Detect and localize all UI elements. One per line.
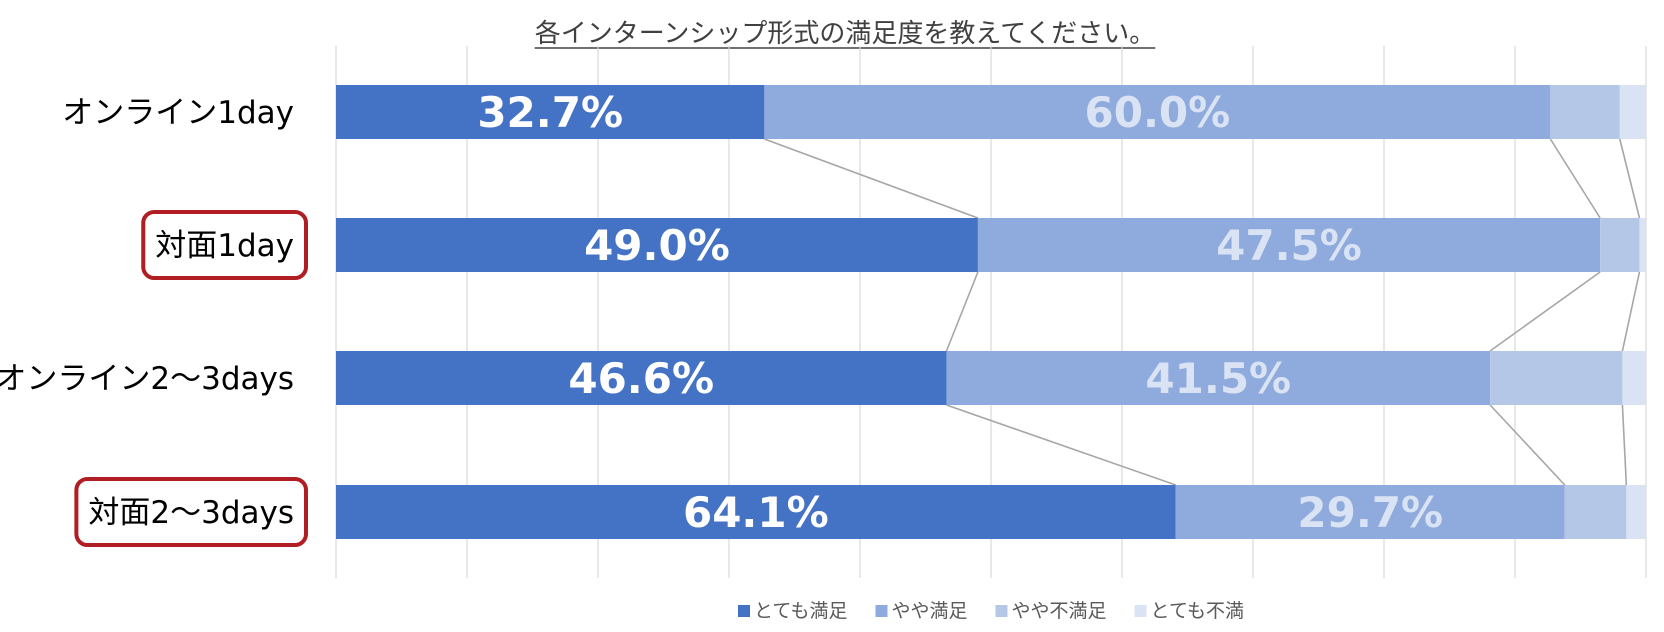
- legend-item: やや満足: [875, 600, 968, 622]
- bar-segment: [1490, 351, 1623, 405]
- data-label: 47.5%: [1216, 221, 1362, 270]
- series-connector-line: [945, 271, 979, 352]
- bar-segment: [764, 85, 1551, 139]
- series-connector-lines: [764, 138, 1641, 486]
- highlight-box: [141, 210, 308, 280]
- legend-swatch: [738, 605, 750, 617]
- legend-label: とても満足: [754, 600, 847, 622]
- bar-segment: [336, 85, 765, 139]
- category-labels: オンライン1day 対面1day オンライン2〜3days 対面2〜3days: [0, 95, 308, 547]
- highlight-box: [74, 477, 308, 547]
- category-label: 対面1day: [155, 228, 294, 264]
- legend-item: とても不満: [1134, 600, 1244, 622]
- legend-item: やや不満足: [995, 600, 1107, 622]
- bars: [336, 85, 1646, 539]
- legend-swatch: [995, 605, 1008, 617]
- data-label: 64.1%: [683, 488, 829, 537]
- data-labels: 32.7% 60.0% 49.0% 47.5% 46.6% 41.5% 64.1% 29.7%: [477, 88, 1443, 537]
- bar-segment: [977, 218, 1601, 272]
- bar-segment: [1600, 218, 1640, 272]
- bar-segment: [1550, 85, 1620, 139]
- series-connector-line: [1621, 404, 1628, 486]
- series-connector-line: [1549, 138, 1601, 219]
- data-label: 32.7%: [477, 88, 623, 137]
- data-label: 60.0%: [1085, 88, 1231, 137]
- bar-segment: [1622, 351, 1646, 405]
- legend-label: やや満足: [891, 600, 967, 622]
- legend: とても満足 やや満足 やや不満足 とても不満: [738, 600, 1244, 622]
- series-connector-line: [1489, 271, 1601, 352]
- bar-segment: [946, 351, 1491, 405]
- legend-swatch: [1134, 605, 1147, 617]
- series-connector-line: [1621, 271, 1641, 352]
- category-label: オンライン1day: [62, 95, 294, 131]
- series-connector-line: [946, 404, 1176, 486]
- series-connector-line: [1489, 404, 1566, 486]
- data-label: 49.0%: [584, 221, 730, 270]
- bar-segment: [1626, 485, 1646, 539]
- series-connector-line: [1619, 138, 1641, 219]
- legend-swatch: [875, 605, 888, 617]
- bar-segment: [336, 351, 947, 405]
- category-label: オンライン2〜3days: [0, 361, 294, 397]
- chart-title: 各インターンシップ形式の満足度を教えてください。: [535, 19, 1156, 49]
- bar-segment: [336, 218, 978, 272]
- bar-segment: [1175, 485, 1565, 539]
- legend-item: とても満足: [738, 600, 847, 622]
- category-label: 対面2〜3days: [88, 495, 294, 531]
- bar-segment: [1564, 485, 1627, 539]
- data-label: 41.5%: [1145, 354, 1291, 403]
- legend-label: とても不満: [1151, 600, 1244, 622]
- series-connector-line: [764, 138, 979, 219]
- bar-segment: [1619, 85, 1646, 139]
- bar-segment: [336, 485, 1176, 539]
- data-label: 29.7%: [1297, 488, 1443, 537]
- bar-segment: [1639, 218, 1646, 272]
- legend-label: やや不満足: [1012, 600, 1107, 622]
- data-label: 46.6%: [568, 354, 714, 403]
